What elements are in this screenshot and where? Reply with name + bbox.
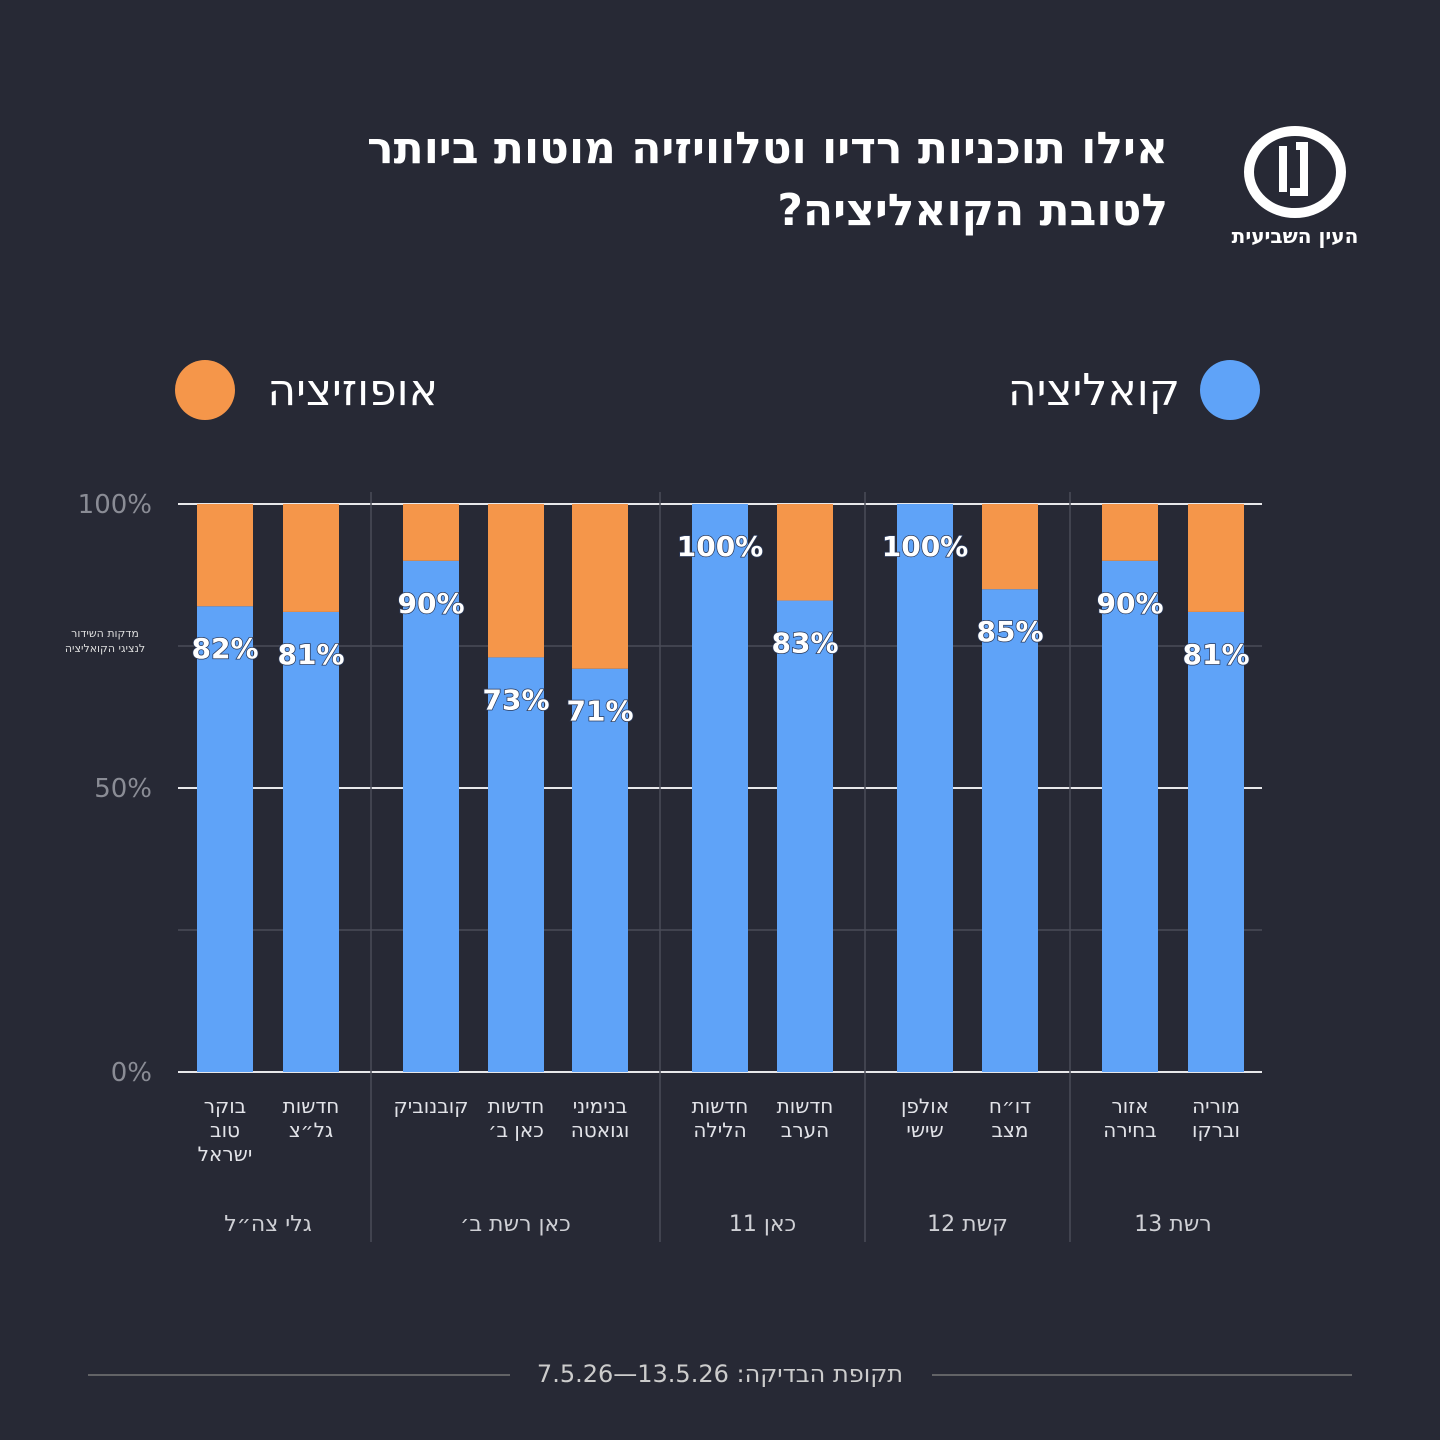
value-label: 90% [1096,587,1163,620]
value-label: 73% [482,683,549,716]
x-tick-label: דו״ח מצב [988,1094,1032,1142]
logo [1244,126,1346,218]
x-tick-label: אולפן שישי [900,1094,950,1142]
bar-segment [197,504,253,607]
value-label: 81% [277,638,344,671]
bar-segment [197,606,253,1072]
group-label: כאן רשת ב׳ [460,1212,571,1237]
bar-segment [692,504,748,1072]
bar-segment [488,657,544,1072]
footer: תקופת הבדיקה: 13.5.26—7.5.26 [537,1360,903,1388]
group-label: רשת 13 [1134,1212,1211,1237]
value-label: 71% [566,695,633,728]
group-label: גלי צה״ל [224,1212,312,1237]
brand: העין השביעית [1232,224,1359,248]
x-tick-label: בוקר טוב ישראל [197,1094,253,1166]
value-label: 100% [882,530,969,563]
bar-segment [982,589,1038,1072]
bar-segment [283,611,339,1072]
x-tick-label: אזור בחירה [1103,1094,1157,1142]
bar-segment [777,600,833,1072]
legend-label: קואליציה [1008,365,1180,416]
bar-segment [1102,560,1158,1072]
y-tick-label: 50% [94,774,152,804]
bar-segment [777,504,833,601]
bar-segment [1188,611,1244,1072]
x-tick-label: חדשות הלילה [691,1094,749,1142]
value-label: 85% [976,615,1043,648]
value-label: 90% [397,587,464,620]
bar-segment [572,504,628,669]
bar-segment [403,504,459,561]
value-label: 83% [771,627,838,660]
x-tick-label: חדשות גל״צ [282,1094,340,1142]
y-axis-label: מדקות השידור לנציגי הקואליציה [64,627,146,655]
x-tick-label: קובנוביק [393,1094,469,1118]
y-tick-label: 0% [111,1058,152,1088]
logo-mark [1279,142,1308,196]
legend-label: אופוזיציה [267,365,438,416]
bar-segment [897,504,953,1072]
group-label: כאן 11 [729,1212,796,1237]
y-tick-label: 100% [78,490,152,520]
group-label: קשת 12 [927,1212,1008,1237]
bar-segment [488,504,544,658]
value-label: 82% [191,632,258,665]
bar-segment [1188,504,1244,612]
x-tick-label: מוריה וברקו [1192,1094,1240,1142]
x-tick-label: חדשות כאן ב׳ [487,1094,545,1142]
title: אילו תוכניות רדיו וטלוויזיה מוטות ביותר … [367,123,1168,236]
legend-swatch [175,360,235,420]
bar-segment [283,504,339,612]
legend-swatch [1200,360,1260,420]
x-tick-label: חדשות הערב [776,1094,834,1142]
value-label: 100% [677,530,764,563]
bar-segment [1102,504,1158,561]
bar-segment [982,504,1038,590]
value-label: 81% [1182,638,1249,671]
bar-segment [572,668,628,1072]
bar-segment [403,560,459,1072]
x-tick-label: בנימיני וגואטה [570,1094,630,1142]
